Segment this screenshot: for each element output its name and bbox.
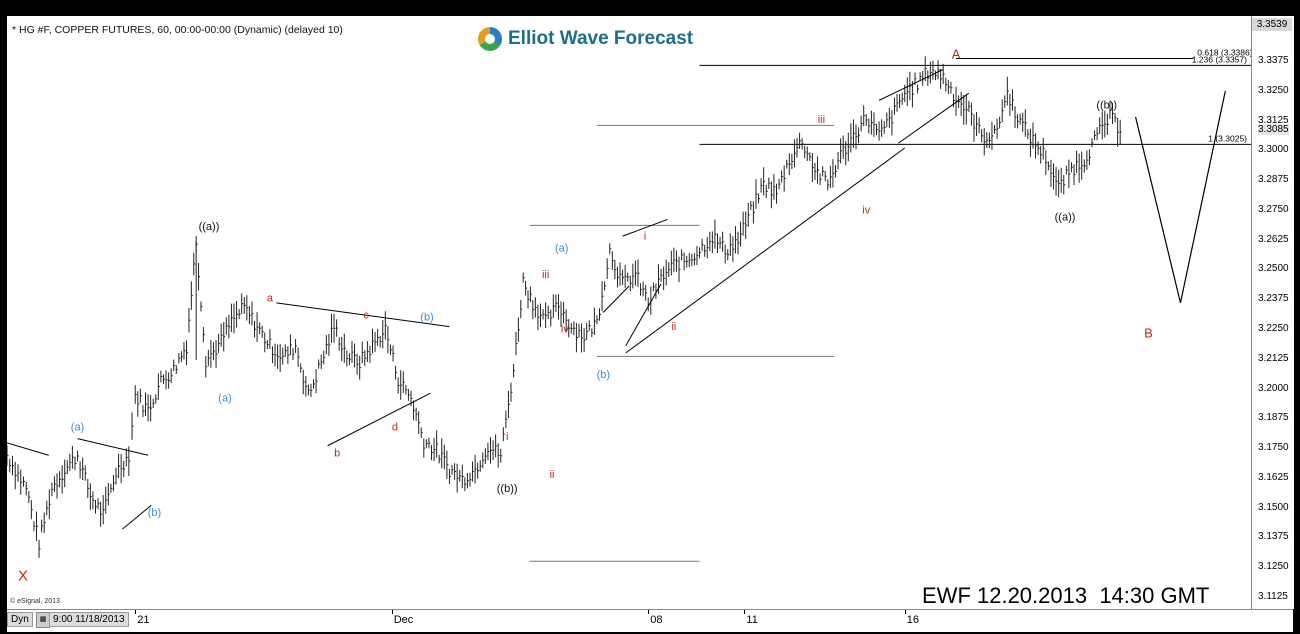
trend-line xyxy=(625,147,906,354)
wave-label: (b) xyxy=(420,312,433,324)
y-tick-label: 3.1750 xyxy=(1258,442,1289,454)
y-tick-label: 3.1250 xyxy=(1258,561,1289,573)
y-tick-label: 3.2375 xyxy=(1258,293,1289,305)
wave-label: ((a)) xyxy=(199,221,220,233)
y-tick-label: 3.3375 xyxy=(1258,55,1289,67)
wave-label: ((b)) xyxy=(1096,100,1117,112)
y-tick-label: 3.2125 xyxy=(1258,352,1289,364)
y-tick-label: 3.1125 xyxy=(1258,591,1288,602)
trend-line xyxy=(625,283,662,346)
wave-label: ii xyxy=(550,469,555,481)
wave-label: a xyxy=(267,293,274,305)
fib-level-label: 1 (3.3025) xyxy=(1208,133,1247,143)
last-price-marker: 3.3539 xyxy=(1252,18,1292,31)
wave-label: d xyxy=(392,421,398,433)
wave-label: iv xyxy=(862,205,870,217)
x-tick-label: 11 xyxy=(746,614,758,626)
trend-line xyxy=(878,68,944,101)
y-tick-label-last: 3.3085 xyxy=(1258,124,1289,136)
y-tick-label: 3.1875 xyxy=(1258,412,1289,424)
trend-line xyxy=(898,92,970,144)
price-axis[interactable]: 3.3375 3.3250 3.3125 3.3000 3.2875 3.2750 3.26… xyxy=(1251,16,1294,609)
chart-settings-icon[interactable]: ▦ xyxy=(36,612,50,628)
wave-label: ((a)) xyxy=(1055,212,1076,224)
wave-label: ii xyxy=(671,321,676,333)
y-tick-label: 3.3250 xyxy=(1258,84,1289,96)
brand-name: Elliot Wave Forecast xyxy=(508,28,694,49)
x-tick-mark xyxy=(391,610,393,614)
x-tick-mark xyxy=(648,610,650,614)
fib-level-label: 0.618 (3.3386) xyxy=(1197,47,1251,57)
trend-line xyxy=(602,285,630,313)
copyright-note: © eSignal, 2013 xyxy=(10,598,60,605)
wave-label: iii xyxy=(818,114,825,126)
y-tick-label: 3.3125 xyxy=(1258,114,1289,126)
x-tick-mark xyxy=(744,610,746,614)
x-tick-label: 08 xyxy=(650,614,663,626)
fib-level-label: 1.236 (3.3357) xyxy=(1192,54,1247,64)
x-tick-mark xyxy=(904,610,906,614)
trend-line xyxy=(327,392,431,447)
wave-label: iii xyxy=(542,269,549,281)
dynamic-toggle-button[interactable]: Dyn xyxy=(7,612,33,627)
y-tick-label: 3.2875 xyxy=(1258,174,1289,186)
y-tick-label: 3.2750 xyxy=(1258,203,1289,215)
wave-label: ((b)) xyxy=(497,483,518,495)
wave-label: (a) xyxy=(71,421,84,433)
y-tick-label: 3.3000 xyxy=(1258,144,1289,156)
y-tick-label: 3.2625 xyxy=(1258,233,1289,245)
wave-label: (a) xyxy=(555,243,568,255)
y-tick-label: 3.1625 xyxy=(1258,471,1289,483)
wave-label: i xyxy=(644,231,646,243)
wave-label: X xyxy=(18,567,28,584)
wave-label: iv xyxy=(561,324,569,336)
wave-label: A xyxy=(952,47,961,62)
plot-area[interactable]: 0.618 (3.3386) 1.236 (3.3357) 1 (3.3025) X (… xyxy=(7,16,1251,609)
x-tick-mark xyxy=(135,610,137,614)
x-tick-label: 21 xyxy=(137,614,150,626)
time-axis[interactable]: Dyn ▦ 9:00 11/18/2013 21 Dec 08 11 16 xyxy=(7,609,1293,632)
brand-logo: Elliot Wave Forecast xyxy=(478,27,693,51)
trend-line xyxy=(122,504,152,530)
wave-label: (b) xyxy=(148,507,161,519)
start-date-tag: 9:00 11/18/2013 xyxy=(49,612,129,627)
wave-label: (a) xyxy=(218,393,231,405)
trend-line xyxy=(7,442,49,456)
y-tick-label: 3.1375 xyxy=(1258,531,1289,543)
y-tick-label: 3.2000 xyxy=(1258,382,1289,394)
y-tick-label: 3.1500 xyxy=(1258,501,1289,513)
trend-line xyxy=(276,302,450,328)
y-tick-label: 3.2500 xyxy=(1258,263,1289,275)
globe-logo-icon xyxy=(478,27,502,51)
wave-label: (b) xyxy=(597,369,610,381)
wave-label: B xyxy=(1144,325,1153,340)
symbol-header: * HG #F, COPPER FUTURES, 60, 00:00-00:00… xyxy=(12,24,343,36)
y-tick-label: 3.2250 xyxy=(1258,323,1289,335)
x-tick-label: Dec xyxy=(393,614,414,626)
wave-label: b xyxy=(334,447,340,459)
trend-line xyxy=(622,218,668,237)
trend-line xyxy=(77,438,149,456)
x-tick-label: 16 xyxy=(906,614,919,626)
price-chart: 0.618 (3.3386)1.236 (3.3357) 1 (3.3025) X (… xyxy=(7,47,1251,584)
wave-label: i xyxy=(506,431,508,443)
forecast-timestamp: EWF 12.20.2013 14:30 GMT xyxy=(922,583,1210,608)
wave-label: c xyxy=(363,309,369,321)
projection-path xyxy=(1134,90,1226,303)
